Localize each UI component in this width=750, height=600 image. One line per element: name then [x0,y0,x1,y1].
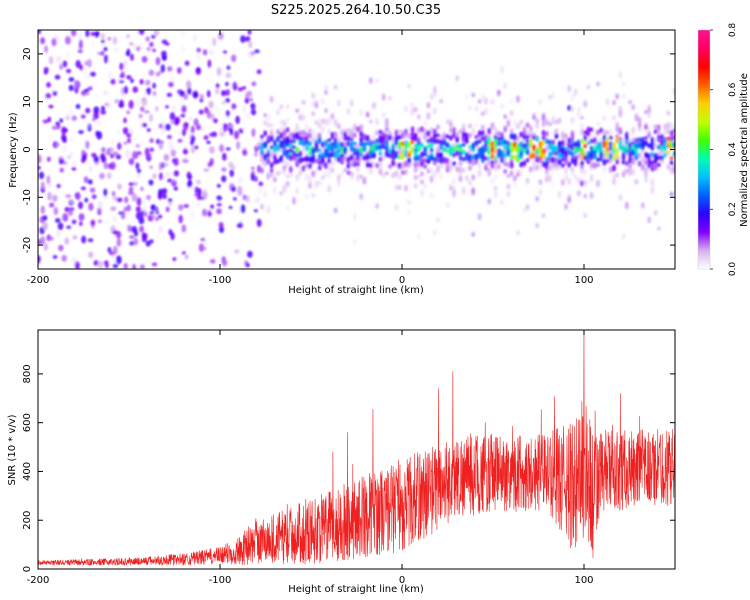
y-tick-label: 200 [22,511,33,530]
x-tick-label: 100 [574,275,593,286]
colorbar-tick-label: 0.8 [728,23,738,38]
snr-plot-area [38,330,675,566]
colorbar-ticks: 0.0 0.2 0.4 0.6 0.8 [710,23,738,277]
y-tick-label: 0 [22,566,33,572]
snr-y-axis-label: SNR (10 * v/v) [7,414,18,485]
snr-line [38,330,675,566]
y-tick-label: 10 [22,95,33,108]
x-tick-label: 0 [399,575,405,586]
snr-x-axis-label: Height of straight line (km) [288,584,424,595]
colorbar-gradient [698,30,710,269]
colorbar-tick-label: 0.0 [728,262,738,277]
spectrogram-x-ticks: -200 -100 0 100 [27,30,594,286]
y-tick-label: 600 [22,413,33,432]
x-tick-label: 100 [574,575,593,586]
colorbar: 0.0 0.2 0.4 0.6 0.8 Normalized spectral ampl… [697,23,750,277]
snr-x-ticks: -200 -100 0 100 [27,330,594,586]
colorbar-label: Normalized spectral amplitude [739,73,750,227]
spectrogram-y-axis-label: Frequency (Hz) [8,112,19,188]
y-tick-label: 20 [22,48,33,61]
y-tick-label: -10 [22,189,33,205]
x-tick-label: -100 [209,275,232,286]
colorbar-tick-label: 0.4 [728,142,738,157]
snr-frame [37,329,676,570]
colorbar-tick-label: 0.2 [728,202,738,216]
spectrogram-x-axis-label: Height of straight line (km) [288,285,424,296]
y-tick-label: 0 [22,146,33,152]
x-tick-label: -100 [209,575,232,586]
spectrogram-y-ticks: -20 -10 0 10 20 [22,48,675,253]
chart-title: S225.2025.264.10.50.C35 [271,3,441,18]
x-tick-label: 0 [399,275,405,286]
spectrogram-cells [38,30,675,269]
y-tick-label: 400 [22,462,33,481]
snr-panel: -200 -100 0 100 0 200 400 600 800 Height of str… [7,329,676,595]
y-tick-label: -20 [22,237,33,253]
x-tick-label: -200 [27,275,50,286]
x-tick-label: -200 [27,575,50,586]
y-tick-label: 800 [22,364,33,383]
colorbar-tick-label: 0.6 [728,82,738,97]
spectrogram-heatmap [38,30,675,269]
snr-y-ticks: 0 200 400 600 800 [22,364,675,572]
